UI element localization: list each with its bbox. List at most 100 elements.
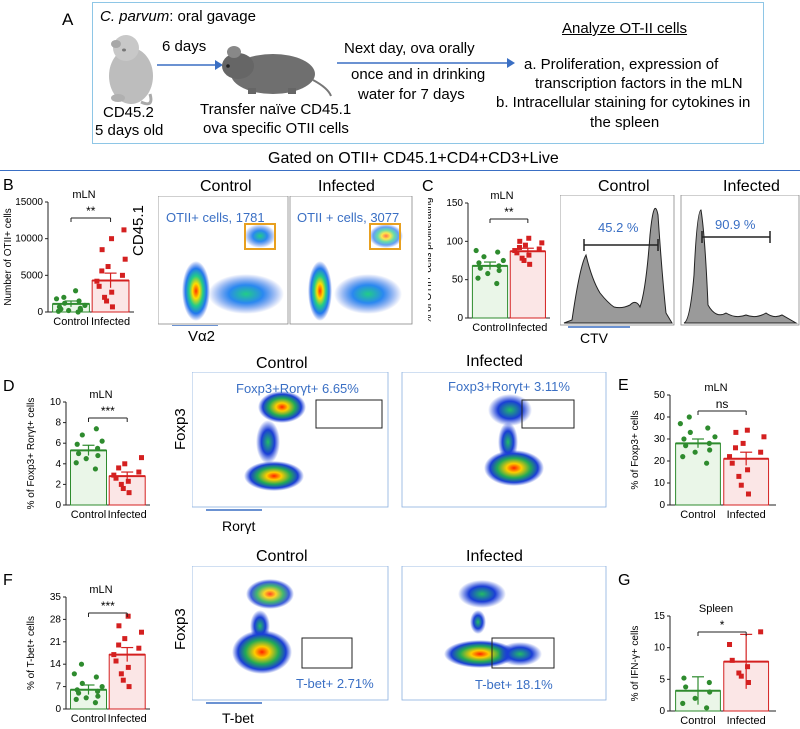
data-point-control [99, 684, 105, 690]
data-point-infected [536, 246, 542, 252]
gating-title: Gated on OTII+ CD45.1+CD4+CD3+Live [268, 150, 559, 167]
mouse-label: CD45.2 [103, 104, 154, 121]
analyze-b2: the spleen [590, 114, 660, 131]
data-point-control [496, 267, 502, 274]
data-point-control [704, 705, 710, 711]
y-tick-label: 10 [654, 643, 666, 654]
category-label: Infected [508, 322, 547, 334]
c-hist-infected-title: Infected [723, 178, 780, 195]
c-hist-control-value: 45.2 % [598, 220, 639, 235]
y-tick-label: 0 [659, 500, 665, 511]
b-y-axis-label: CD45.1 [130, 205, 147, 256]
data-point-infected [733, 429, 739, 435]
d-gate-control [315, 399, 383, 429]
f-x-axis-label: T-bet [222, 710, 254, 726]
f-flow-infected-title: Infected [466, 548, 523, 565]
data-point-control [677, 421, 683, 427]
panel-a-box [92, 2, 764, 144]
y-tick-label: 0 [37, 307, 43, 318]
data-point-control [99, 438, 105, 444]
data-point-control [92, 466, 99, 472]
data-point-control [61, 294, 67, 300]
data-point-infected [758, 449, 764, 455]
data-point-infected [727, 454, 733, 460]
data-point-infected [118, 671, 124, 677]
chart-title: mLN [89, 584, 112, 596]
significance-label: * [720, 618, 725, 632]
y-tick-label: 50 [452, 275, 464, 286]
y-tick-label: 2 [55, 479, 61, 490]
data-point-control [485, 270, 491, 277]
data-point-control [73, 696, 79, 702]
y-tick-label: 30 [654, 434, 666, 445]
f-flow-plots [192, 566, 607, 704]
significance-label: ns [716, 397, 729, 411]
arrow-1 [157, 60, 223, 70]
y-axis-label: % of Foxp3+ Rorγt+ cells [26, 398, 37, 510]
y-axis-label: % of Foxp3+ cells [630, 410, 641, 489]
analyze-a1: a. Proliferation, expression of [524, 56, 719, 73]
analyze-a2: transcription factors in the mLN [535, 75, 743, 92]
data-point-control [95, 452, 101, 459]
b-gate-control-label: OTII+ cells, 1781 [166, 210, 265, 225]
data-point-infected [519, 255, 525, 261]
data-point-infected [736, 473, 742, 479]
data-point-infected [758, 629, 764, 635]
mouse-age: 5 days old [95, 122, 164, 139]
analyze-b1: b. Intracellular staining for cytokines … [496, 94, 751, 111]
data-point-infected [516, 244, 522, 250]
data-point-infected [138, 455, 144, 461]
data-point-control [705, 425, 711, 431]
y-tick-label: 5 [659, 674, 665, 685]
data-point-control [475, 275, 481, 281]
data-point-control [712, 434, 718, 440]
data-point-control [473, 247, 479, 254]
c-x-axis-label: CTV [580, 330, 608, 346]
data-point-control [71, 671, 77, 677]
data-point-infected [738, 482, 744, 488]
y-tick-label: 0 [55, 500, 61, 511]
data-point-infected [125, 613, 131, 619]
b-x-axis-label: Vα2 [188, 328, 216, 345]
y-axis-label: Number of OTII+ cells [3, 208, 14, 306]
data-point-infected [138, 629, 144, 635]
data-point-infected [126, 490, 132, 496]
data-point-infected [118, 481, 124, 487]
data-point-control [77, 305, 83, 311]
data-point-control [95, 693, 101, 699]
transfer-text-2: ova specific OTII cells [203, 120, 349, 137]
data-point-control [56, 304, 63, 310]
panel-e-letter: E [618, 377, 629, 394]
category-label: Control [472, 322, 507, 334]
d-gate-infected-label: Foxp3+Rorγt+ 3.11% [448, 379, 570, 394]
data-point-infected [109, 304, 115, 310]
f-y-axis-label: Foxp3 [172, 608, 189, 650]
panel-d-bar-chart: mLN 0 2 4 6 8 10 % of Foxp3+ Rorγt+ cells Contro… [26, 389, 150, 521]
b-gate-control [244, 223, 276, 250]
data-point-control [78, 661, 85, 667]
y-tick-label: 7 [55, 682, 61, 693]
y-tick-label: 40 [654, 412, 666, 423]
category-label: Infected [727, 715, 766, 727]
gating-divider [0, 170, 800, 171]
data-point-control [76, 298, 82, 304]
f-gate-control [301, 637, 353, 669]
data-point-control [683, 684, 689, 690]
panel-c-letter: C [422, 178, 434, 195]
category-label: Infected [727, 509, 766, 521]
newborn-mouse-icon [109, 35, 153, 106]
b-flow-control-title: Control [200, 178, 252, 195]
data-point-infected [733, 445, 739, 451]
data-point-control [692, 695, 698, 701]
data-point-infected [745, 467, 751, 473]
panel-e-bar-chart: mLN 0 10 20 30 40 50 % of Foxp3+ cells Control In… [630, 382, 776, 521]
y-tick-label: 4 [55, 459, 61, 470]
b-gate-infected-label: OTII + cells, 3077 [297, 210, 400, 225]
ova-text-2: once and in drinking [351, 66, 486, 83]
d-gate-infected [521, 399, 575, 429]
data-point-infected [105, 264, 111, 270]
data-point-infected [522, 242, 528, 248]
y-tick-label: 15000 [15, 197, 43, 208]
category-label: Infected [108, 713, 147, 725]
data-point-infected [111, 472, 117, 478]
